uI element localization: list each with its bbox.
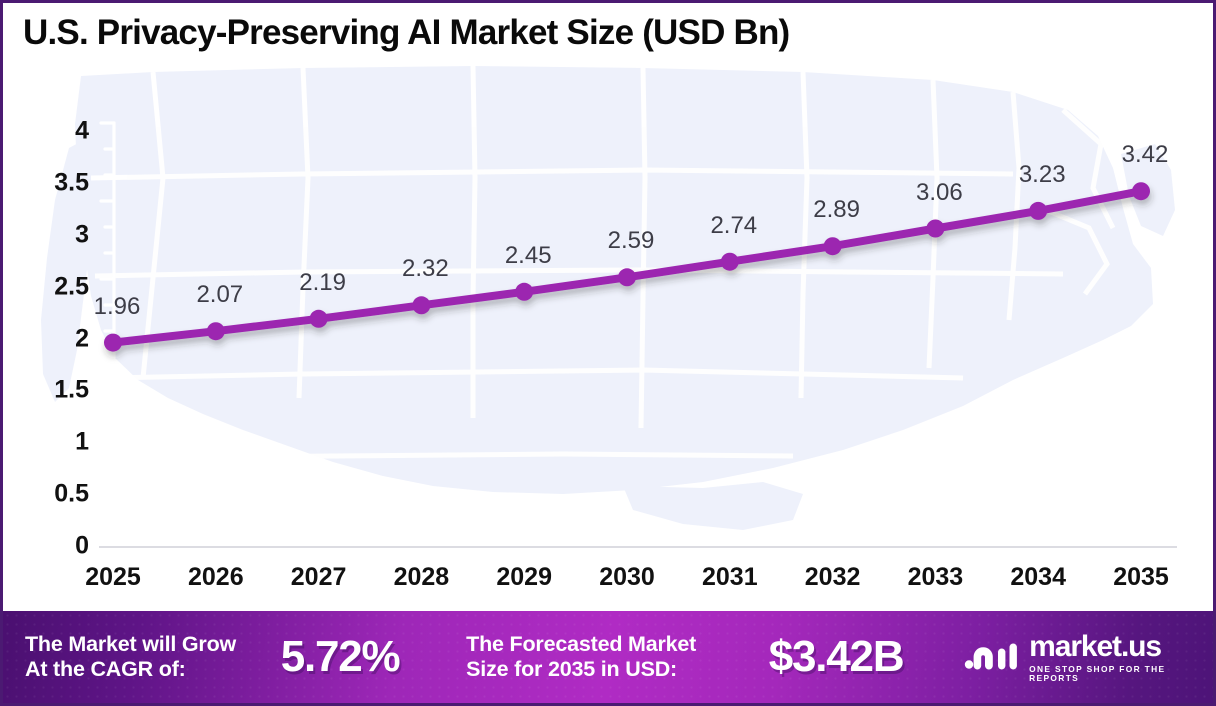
logo-tagline: ONE STOP SHOP FOR THE REPORTS xyxy=(1029,664,1166,683)
data-point-marker xyxy=(206,322,225,341)
y-tick-label: 3 xyxy=(75,220,89,249)
y-tick-label: 2.5 xyxy=(54,272,89,301)
y-tick-label: 1 xyxy=(75,427,89,456)
series-layer xyxy=(3,58,1213,558)
market-us-logo-mark-icon xyxy=(964,639,1020,675)
data-point-marker xyxy=(1132,182,1150,201)
y-tick-label: 2 xyxy=(75,324,89,352)
y-tick-label: 0 xyxy=(75,531,89,560)
data-point-label: 3.42 xyxy=(1121,141,1169,169)
logo-wordmark: market.us xyxy=(1029,630,1162,664)
x-tick-label: 2031 xyxy=(701,563,758,591)
data-point-label: 3.06 xyxy=(916,178,963,206)
forecast-label: The Forecasted Market Size for 2035 in U… xyxy=(466,632,769,682)
cagr-label-line1: The Market will Grow xyxy=(25,631,237,656)
data-point-marker xyxy=(823,237,842,256)
data-point-marker xyxy=(104,333,122,352)
x-tick-label: 2029 xyxy=(496,563,552,591)
data-point-marker xyxy=(1029,201,1048,220)
market-us-logo[interactable]: market.us ONE STOP SHOP FOR THE REPORTS xyxy=(964,632,1213,682)
y-tick-label: 0.5 xyxy=(54,479,89,508)
data-point-marker xyxy=(926,219,945,238)
x-tick-label: 2035 xyxy=(1113,563,1169,591)
y-axis-labels: 0 0.5 1 1.5 2 2.5 3 3.5 4 xyxy=(3,58,89,613)
data-point-marker xyxy=(720,252,739,271)
y-tick-label: 3.5 xyxy=(54,168,89,197)
forecast-label-line1: The Forecasted Market xyxy=(466,631,697,656)
x-tick-label: 2028 xyxy=(393,563,450,591)
forecast-value: $3.42B xyxy=(768,632,905,681)
data-point-label: 1.96 xyxy=(93,292,141,320)
data-point-label: 2.07 xyxy=(196,281,244,309)
data-point-label: 2.59 xyxy=(607,227,655,255)
cagr-label-line2: At the CAGR of: xyxy=(25,657,186,681)
cagr-label: The Market will Grow At the CAGR of: xyxy=(25,632,281,682)
forecast-label-line2: Size for 2035 in USD: xyxy=(466,657,678,681)
data-point-label: 2.74 xyxy=(710,211,758,239)
x-axis-labels: 2025 2026 2027 2028 2029 2030 2031 2032 2033 2034… xyxy=(3,563,1213,611)
logo-text: market.us ONE STOP SHOP FOR THE REPORTS xyxy=(1029,632,1213,682)
page-title: U.S. Privacy-Preserving AI Market Size (… xyxy=(23,13,790,52)
y-tick-label: 4 xyxy=(75,116,89,145)
x-tick-label: 2030 xyxy=(599,563,655,591)
data-point-marker xyxy=(412,296,431,315)
data-point-marker xyxy=(618,268,636,287)
chart-plot-area: 0 0.5 1 1.5 2 2.5 3 3.5 4 2025 2026 2027 2028 2029 20… xyxy=(3,58,1213,613)
x-tick-label: 2033 xyxy=(907,563,964,591)
x-tick-label: 2026 xyxy=(187,563,244,591)
data-point-marker xyxy=(309,309,328,328)
footer-summary-bar: The Market will Grow At the CAGR of: 5.7… xyxy=(3,611,1213,703)
x-tick-label: 2027 xyxy=(290,563,347,591)
x-tick-label: 2034 xyxy=(1010,563,1066,591)
data-point-label: 2.45 xyxy=(504,241,552,269)
data-point-label: 2.32 xyxy=(402,255,449,283)
cagr-value: 5.72% xyxy=(280,632,401,681)
data-point-label: 2.89 xyxy=(813,196,860,224)
x-tick-label: 2032 xyxy=(804,563,861,591)
data-point-marker xyxy=(515,282,534,301)
data-point-label: 3.23 xyxy=(1018,160,1066,188)
data-point-label: 2.19 xyxy=(299,268,346,296)
x-axis-baseline xyxy=(99,546,1177,548)
x-tick-label: 2025 xyxy=(85,563,141,591)
ruler-axis-decoration xyxy=(98,121,116,539)
y-tick-label: 1.5 xyxy=(54,375,89,404)
